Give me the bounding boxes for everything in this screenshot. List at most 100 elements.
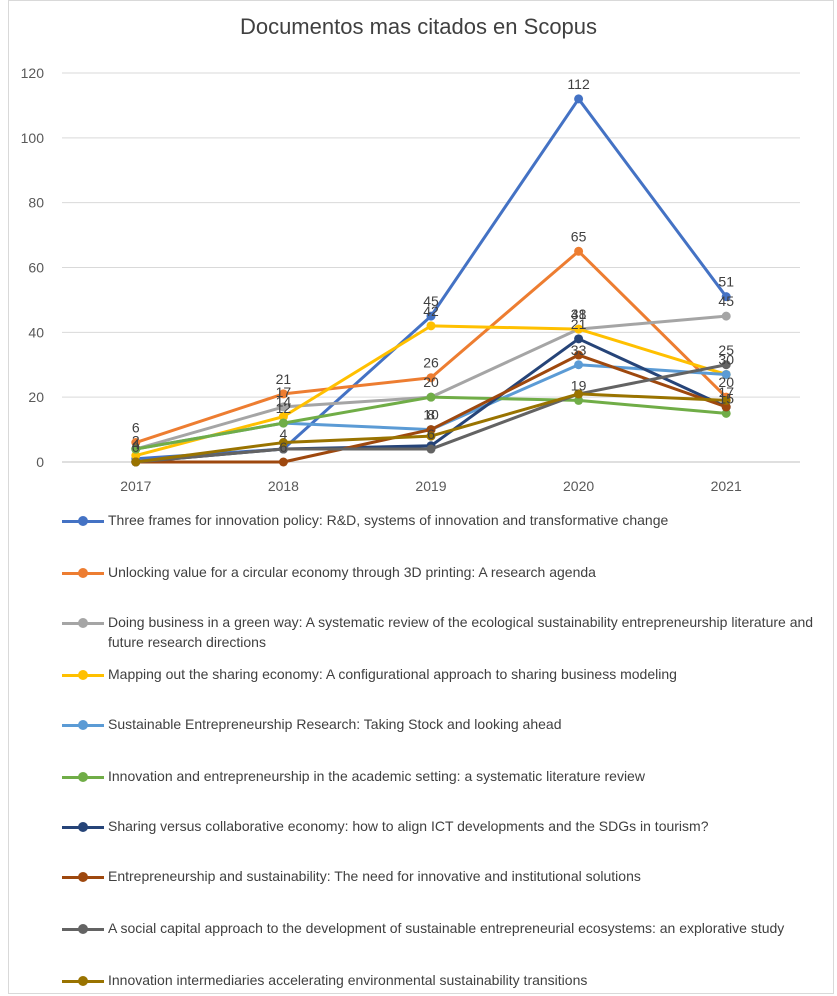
- legend-swatch: [62, 668, 104, 682]
- legend-label: Three frames for innovation policy: R&D,…: [108, 512, 669, 528]
- data-point: [131, 457, 141, 467]
- data-point: [278, 438, 288, 448]
- series-6: [131, 392, 731, 454]
- data-label: 33: [571, 342, 587, 358]
- data-label: 4: [132, 436, 140, 452]
- legend-item: Entrepreneurship and sustainability: The…: [62, 866, 641, 886]
- legend-swatch: [62, 514, 104, 528]
- legend-item: Unlocking value for a circular economy t…: [62, 562, 596, 582]
- y-tick-label: 20: [28, 389, 44, 405]
- x-tick-label: 2018: [268, 478, 299, 494]
- data-label: 15: [718, 390, 734, 406]
- y-tick-label: 40: [28, 324, 44, 340]
- series-8: [131, 350, 731, 467]
- data-label: 25: [718, 342, 734, 358]
- data-label: 30: [718, 351, 734, 367]
- data-point: [278, 418, 288, 428]
- data-point: [721, 369, 731, 379]
- data-point: [278, 389, 288, 399]
- data-label: 26: [423, 355, 439, 371]
- data-point: [721, 395, 731, 405]
- data-label: 12: [276, 400, 292, 416]
- data-label: 19: [571, 377, 587, 393]
- data-point: [574, 350, 584, 360]
- data-point: [131, 451, 141, 461]
- legend-item: A social capital approach to the develop…: [62, 918, 784, 938]
- data-point: [574, 389, 584, 399]
- x-tick-label: 2017: [120, 478, 151, 494]
- legend-swatch: [62, 566, 104, 580]
- legend-swatch: [62, 616, 104, 630]
- data-point: [574, 360, 584, 370]
- data-point: [721, 408, 731, 418]
- data-point: [426, 425, 436, 435]
- legend-item: Doing business in a green way: A systema…: [62, 612, 822, 652]
- legend-item: Mapping out the sharing economy: A confi…: [62, 664, 677, 684]
- x-tick-label: 2020: [563, 478, 594, 494]
- legend-label: Innovation intermediaries accelerating e…: [108, 972, 588, 988]
- data-label: 17: [718, 384, 734, 400]
- legend-item: Sustainable Entrepreneurship Research: T…: [62, 714, 561, 734]
- data-label: 6: [280, 439, 288, 455]
- data-label: 42: [423, 303, 439, 319]
- data-point: [574, 246, 584, 256]
- x-axis-ticks: 2017 2018 2019 2020 2021: [120, 478, 742, 494]
- legend-swatch: [62, 870, 104, 884]
- data-label: 10: [423, 407, 439, 423]
- series-10: [131, 389, 731, 467]
- y-tick-label: 100: [21, 130, 45, 146]
- legend-label: A social capital approach to the develop…: [108, 920, 785, 936]
- data-point: [426, 311, 436, 321]
- data-point: [131, 444, 141, 454]
- data-point: [278, 444, 288, 454]
- data-point: [574, 395, 584, 405]
- data-label: 20: [718, 374, 734, 390]
- legend-swatch: [62, 718, 104, 732]
- legend-label: Doing business in a green way: A systema…: [108, 614, 814, 650]
- data-point: [721, 360, 731, 370]
- data-label: 6: [132, 420, 140, 436]
- data-point: [574, 94, 584, 104]
- gridlines: [62, 72, 800, 463]
- legend-label: Sustainable Entrepreneurship Research: T…: [108, 716, 562, 732]
- legend-label: Entrepreneurship and sustainability: The…: [108, 868, 641, 884]
- data-label: 41: [571, 306, 587, 322]
- data-point: [131, 438, 141, 448]
- data-label: 45: [423, 293, 439, 309]
- data-label: 0: [132, 439, 140, 455]
- data-point: [574, 324, 584, 334]
- data-point: [426, 392, 436, 402]
- data-label: 8: [427, 407, 435, 423]
- data-point: [721, 292, 731, 302]
- data-point: [426, 373, 436, 383]
- legend-swatch: [62, 922, 104, 936]
- legend-swatch: [62, 820, 104, 834]
- data-point: [278, 457, 288, 467]
- data-label: 2: [132, 433, 140, 449]
- y-axis-ticks: 0 20 40 60 80 100 120: [21, 65, 45, 470]
- y-tick-label: 120: [21, 65, 45, 81]
- y-tick-label: 80: [28, 195, 44, 211]
- y-tick-label: 0: [36, 454, 44, 470]
- data-point: [426, 444, 436, 454]
- data-label: 20: [423, 374, 439, 390]
- data-label: 65: [571, 228, 587, 244]
- data-point: [721, 402, 731, 412]
- legend-label: Mapping out the sharing economy: A confi…: [108, 666, 677, 682]
- data-label: 6: [427, 426, 435, 442]
- data-point: [721, 311, 731, 321]
- data-point: [574, 334, 584, 344]
- chart-frame: [8, 0, 834, 994]
- data-label: 14: [276, 394, 292, 410]
- data-label: 45: [718, 293, 734, 309]
- legend-item: Sharing versus collaborative economy: ho…: [62, 816, 709, 836]
- legend-item: Three frames for innovation policy: R&D,…: [62, 510, 668, 530]
- data-point: [278, 412, 288, 422]
- legend-label: Innovation and entrepreneurship in the a…: [108, 768, 645, 784]
- data-label: 51: [718, 274, 734, 290]
- data-label: 112: [567, 76, 590, 92]
- data-point: [278, 402, 288, 412]
- legend-label: Sharing versus collaborative economy: ho…: [108, 818, 709, 834]
